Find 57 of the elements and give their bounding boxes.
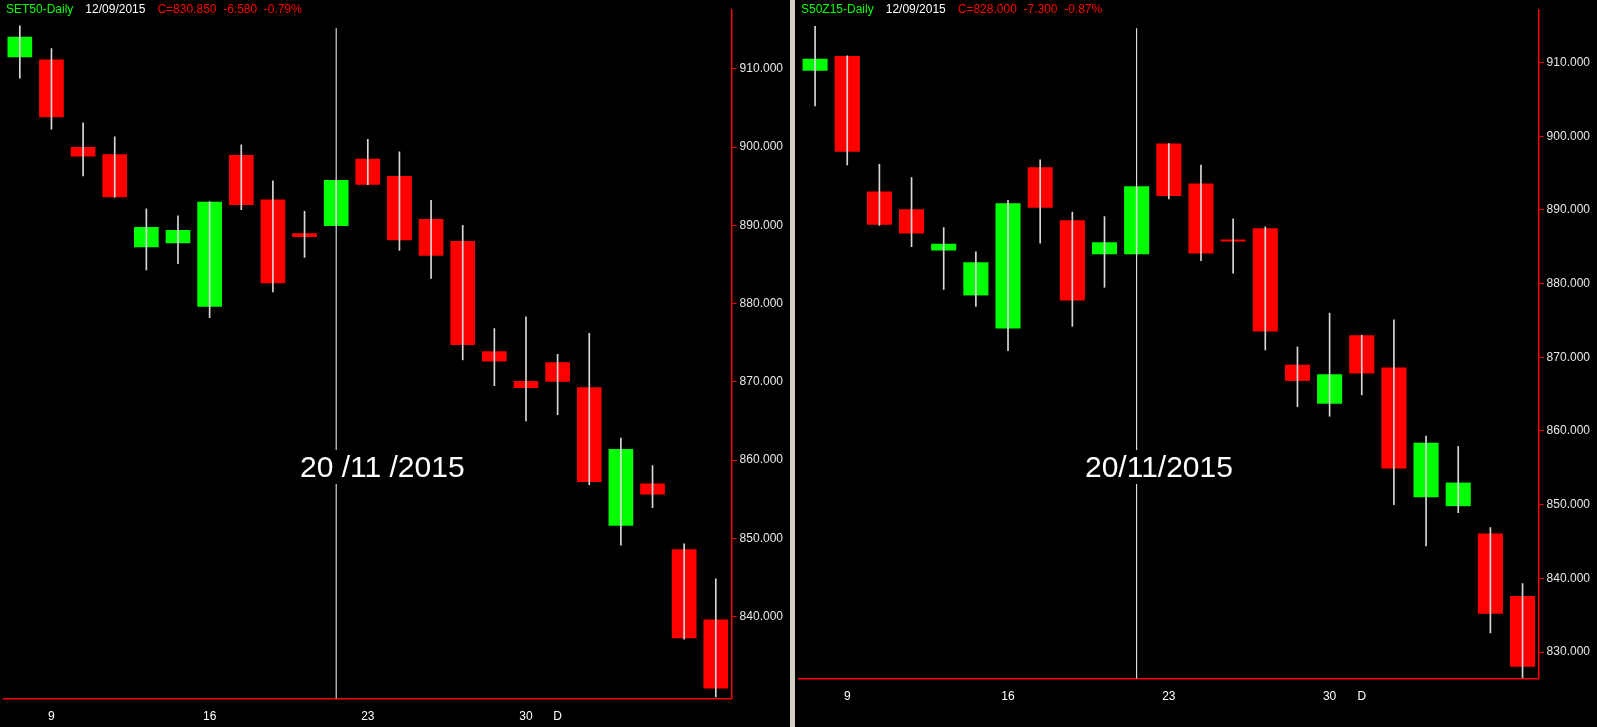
candlestick [802,26,828,107]
candlestick [1252,226,1278,351]
candlestick [7,25,33,79]
annotation: 20 /11 /2015 [300,450,465,484]
candlestick [228,144,254,211]
x-tick-label: D [1357,689,1367,704]
x-tick-label: 30 [519,709,533,724]
candlestick [1156,143,1182,200]
candlestick [355,138,381,185]
candlestick [608,437,634,546]
chart-title: S50Z15-Daily [801,2,874,16]
y-tick-label: 910.000 [739,61,784,76]
candlestick [102,136,128,198]
x-tick-label: 30 [1322,689,1337,704]
x-tick-label: 9 [48,709,56,724]
annotation: C=830.850 -6.580 -0.79% [157,2,302,16]
candlestick [1220,218,1246,274]
candlestick [418,199,444,279]
x-tick-label: 16 [1001,689,1016,704]
y-tick-label: 850.000 [739,530,784,545]
y-tick-label: 860.000 [1546,423,1591,438]
y-tick-label: 890.000 [1546,202,1591,217]
y-tick-label: 870.000 [1546,349,1591,364]
candlestick [576,332,602,486]
y-tick-label: 860.000 [739,452,784,467]
x-tick-label: 9 [843,689,851,704]
candlestick [671,543,697,640]
x-tick-label: 23 [1162,689,1176,704]
y-tick-label: 870.000 [739,374,784,389]
candlestick [963,251,989,307]
y-tick-label: 900.000 [739,139,784,154]
candlestick [1349,334,1375,396]
candlestick [450,225,476,361]
y-tick-label: 910.000 [1546,54,1591,69]
chart-subtitle: 12/09/2015 [85,2,146,16]
y-tick-label: 840.000 [739,608,784,623]
y-tick-label: 840.000 [1546,570,1591,585]
candlestick [1188,164,1214,262]
y-tick-label: 900.000 [1546,128,1591,143]
candlestick [1027,159,1053,244]
candlestick [1413,435,1439,547]
candlestick [323,179,349,227]
y-tick-label: 830.000 [1546,644,1591,659]
annotation: C=828.000 -7.300 -0.87% [957,2,1103,16]
y-tick-label: 890.000 [739,217,784,232]
candlestick [995,200,1021,351]
chart-subtitle: 12/09/2015 [885,2,946,16]
candlestick [1381,319,1407,506]
y-tick-label: 850.000 [1546,497,1591,511]
annotation: 20/11/2015 [1085,450,1233,484]
x-tick-label: D [553,709,563,724]
chart-title: SET50-Daily [6,2,74,16]
x-tick-label: 23 [361,709,375,724]
candlestick [834,55,860,166]
y-tick-label: 880.000 [739,295,784,310]
x-tick-label: 16 [202,709,217,724]
y-tick-label: 880.000 [1546,275,1591,290]
